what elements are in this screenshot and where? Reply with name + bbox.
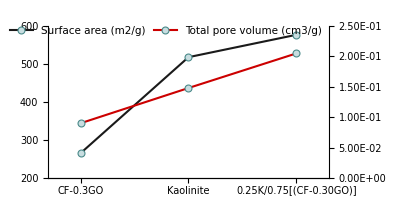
Surface area (m2/g) [186,56,191,58]
Total pore volume (cm3/g) [186,87,191,89]
Total pore volume (cm3/g) [294,52,299,55]
Surface area (m2/g) [294,33,299,36]
Total pore volume (cm3/g) [78,122,83,125]
Line: Surface area (m2/g): Surface area (m2/g) [77,31,300,157]
Legend: Surface area (m2/g), Total pore volume (cm3/g): Surface area (m2/g), Total pore volume (… [10,26,322,36]
Surface area (m2/g) [78,152,83,155]
Line: Total pore volume (cm3/g): Total pore volume (cm3/g) [77,50,300,127]
